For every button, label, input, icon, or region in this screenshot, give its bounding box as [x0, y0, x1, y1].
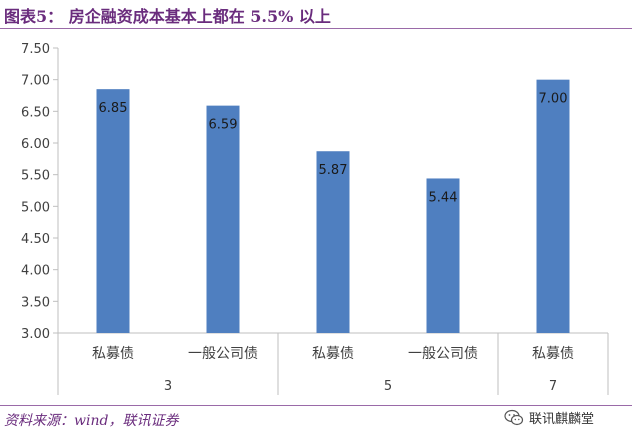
- bar-chart: 3.00 3.50 4.00 4.50 5.00 5.50 6.00 6.50 7.00 7.50…: [21, 42, 609, 395]
- source-note: 资料来源：wind，联讯证券: [4, 413, 179, 429]
- y-tick-label: 3.00: [21, 327, 50, 342]
- watermark-text: 联讯麒麟堂: [529, 412, 595, 427]
- source-divider: [0, 405, 632, 406]
- title-divider: [0, 28, 632, 29]
- bar-value-label: 5.44: [429, 190, 458, 205]
- x-category-label: 私募债: [532, 346, 574, 362]
- y-tick-label: 6.50: [21, 105, 50, 120]
- bar-value-label: 5.87: [319, 163, 348, 178]
- bar: [206, 105, 240, 333]
- bar: [96, 89, 130, 334]
- bar: [316, 151, 350, 333]
- bar: [536, 79, 570, 334]
- x-group-label: 3: [164, 379, 172, 394]
- x-group-label: 5: [384, 379, 392, 394]
- y-tick-label: 5.00: [21, 200, 50, 215]
- x-category-label: 私募债: [312, 346, 354, 362]
- x-category-label: 一般公司债: [408, 346, 478, 362]
- bar-value-label: 6.85: [99, 101, 128, 116]
- y-tick-label: 3.50: [21, 295, 50, 310]
- y-tick-label: 5.50: [21, 169, 50, 184]
- y-tick-label: 6.00: [21, 137, 50, 152]
- wechat-icon: [504, 409, 524, 425]
- x-category-label: 一般公司债: [188, 346, 258, 362]
- x-category-label: 私募债: [92, 346, 134, 362]
- watermark: 联讯麒麟堂: [504, 408, 594, 427]
- y-tick-label: 4.50: [21, 232, 50, 247]
- y-tick-label: 4.00: [21, 264, 50, 279]
- y-tick-label: 7.50: [21, 42, 50, 57]
- y-tick-label: 7.00: [21, 74, 50, 89]
- figure-title: 图表5： 房企融资成本基本上都在 5.5% 以上: [4, 7, 331, 26]
- bar-value-label: 6.59: [209, 118, 238, 133]
- x-group-label: 7: [549, 379, 557, 394]
- bar: [426, 178, 460, 333]
- bar-value-label: 7.00: [539, 92, 568, 107]
